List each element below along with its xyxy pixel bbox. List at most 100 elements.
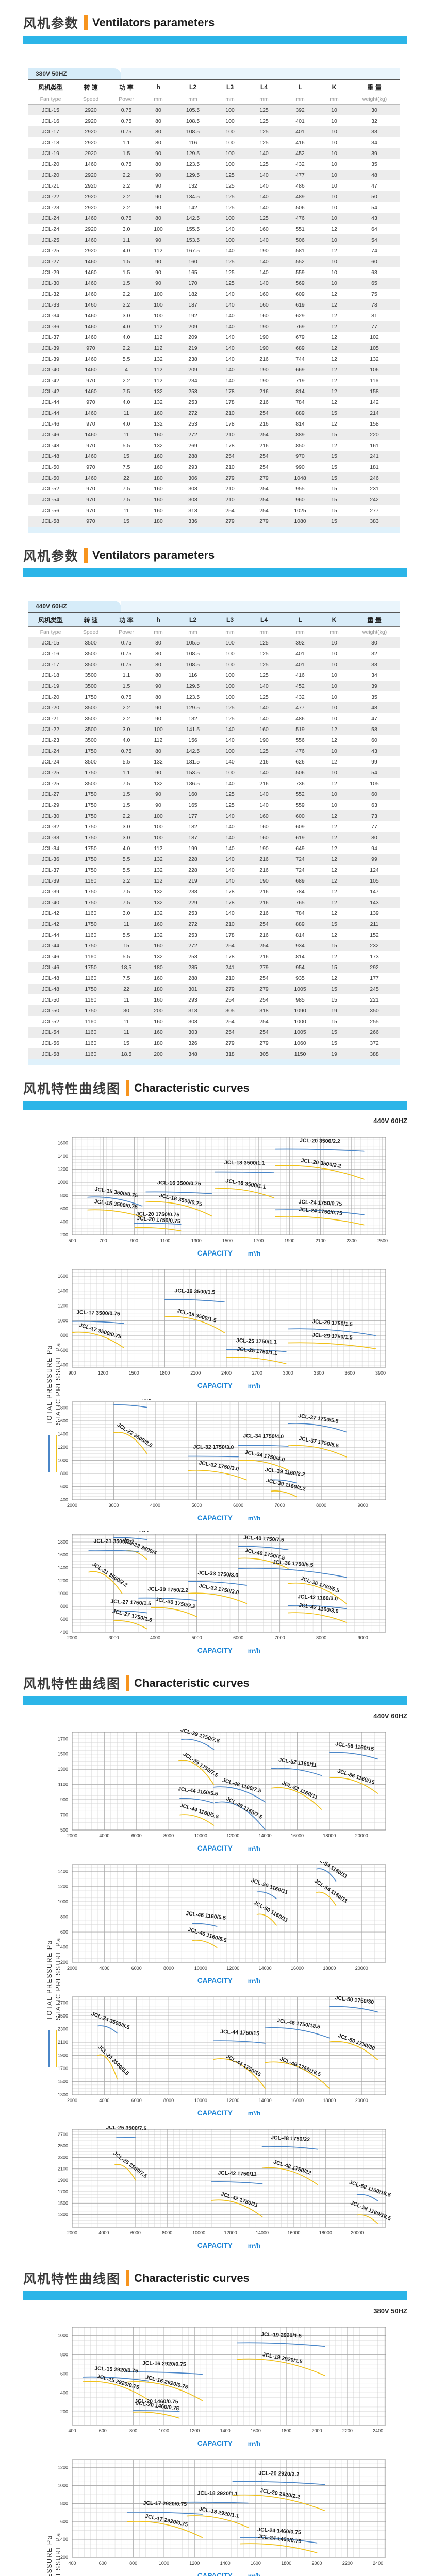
value-cell: 15 — [331, 453, 337, 460]
value-cell: 2.2 — [122, 182, 130, 189]
pressure-legend — [48, 2030, 57, 2067]
value-cell: 277 — [370, 507, 379, 514]
header-row-cn: 风机类型转 速功 率 h L2 L3 L4 L K 重 量 — [28, 79, 400, 94]
value-cell: 100 — [225, 236, 235, 243]
value-cell: 200 — [154, 1007, 163, 1014]
static-pressure-curve — [275, 1216, 365, 1226]
x-tick-label: 8000 — [163, 1965, 174, 1971]
curve-label: JCL-33 1750/3.0 — [197, 1570, 239, 1579]
table-row: JCL-44 1460 11 160 272 210 254 889 15 214 — [28, 408, 400, 418]
y-tick-label: 600 — [60, 2519, 68, 2524]
value-cell: 769 — [295, 323, 305, 330]
x-tick-label: 3600 — [344, 1370, 355, 1376]
characteristic-curve-chart: 200 400 600 800 1000 1200 1400 2000 4000 6000 8000… — [58, 1854, 386, 1985]
value-cell: 140 — [259, 683, 269, 689]
x-tick-label: 18000 — [323, 1965, 336, 1971]
value-cell: 125 — [259, 672, 269, 679]
value-cell: 30 — [123, 1007, 129, 1014]
value-cell: 155.5 — [186, 226, 200, 232]
section-title-cn: 风机参数 — [23, 16, 79, 31]
column-header: Speed — [73, 94, 109, 105]
value-cell: 216 — [259, 780, 269, 787]
static-pressure-curve — [261, 2167, 318, 2185]
value-cell: 216 — [259, 856, 269, 862]
value-cell: 1160 — [85, 953, 97, 960]
value-cell: 65 — [371, 280, 377, 286]
value-cell: 10 — [331, 704, 337, 711]
value-cell: 100 — [154, 726, 163, 733]
x-tick-label: 12000 — [224, 2230, 237, 2235]
value-cell: 985 — [295, 996, 305, 1003]
y-tick-label: 1600 — [58, 1274, 68, 1279]
value-cell: 4.0 — [122, 399, 130, 405]
value-cell: 112 — [154, 323, 163, 330]
value-cell: 970 — [86, 485, 95, 492]
value-cell: 216 — [259, 355, 269, 362]
value-cell: 112 — [154, 877, 163, 884]
value-cell: 140 — [259, 269, 269, 276]
voltage-tab: 380V 50HZ — [28, 68, 121, 79]
total-pressure-curve — [213, 1786, 266, 1803]
table-row: JCL-46 1160 5.5 132 253 178 216 814 12 173 — [28, 951, 400, 962]
y-tick-label: 1300 — [58, 1767, 68, 1772]
value-cell: 10 — [331, 182, 337, 189]
total-pressure-curve — [188, 1455, 239, 1458]
value-cell: 80 — [371, 834, 377, 841]
value-cell: 12 — [331, 366, 337, 373]
curve-label: JCL-42 1750/11 — [218, 2170, 257, 2177]
cyan-accent-bar — [23, 2291, 407, 2300]
total-pressure-curve — [192, 1923, 218, 1927]
value-cell: 990 — [295, 464, 305, 470]
value-cell: 106 — [370, 366, 379, 373]
total-pressure-curve — [211, 2181, 263, 2184]
x-tick-label: 4000 — [98, 2230, 109, 2235]
value-cell: 1460 — [85, 388, 97, 395]
fan-type-cell: JCL-39 — [42, 888, 59, 895]
value-cell: 12 — [331, 780, 337, 787]
value-cell: 0.75 — [121, 117, 132, 124]
value-cell: 100 — [225, 639, 235, 646]
table-row: JCL-54 1160 11 160 303 254 254 1005 15 266 — [28, 1027, 400, 1038]
x-tick-label: 12000 — [226, 1965, 239, 1971]
value-cell: 1.5 — [122, 280, 130, 286]
value-cell: 1460 — [85, 236, 97, 243]
x-tick-label: 1100 — [160, 1238, 170, 1243]
value-cell: 1750 — [85, 791, 97, 798]
value-cell: 12 — [331, 888, 337, 895]
value-cell: 63 — [371, 802, 377, 808]
table-row: JCL-27 1460 1.5 90 160 125 140 552 10 60 — [28, 256, 400, 267]
x-tick-label: 1600 — [251, 2428, 261, 2433]
total-pressure-curve — [271, 1479, 297, 1484]
total-pressure-legend-line — [48, 2030, 50, 2067]
value-cell: 170 — [188, 280, 197, 286]
value-cell: 348 — [188, 1050, 197, 1057]
pressure-axis-label: TOTAL PRESSURE Pa STATIC PRESSURE Pa — [45, 1342, 63, 1425]
value-cell: 11 — [123, 996, 129, 1003]
value-cell: 1460 — [85, 334, 97, 341]
fan-type-cell: JCL-19 — [42, 150, 59, 157]
x-tick-label: 2000 — [312, 2428, 322, 2433]
value-cell: 272 — [188, 410, 197, 416]
value-cell: 401 — [295, 117, 305, 124]
y-tick-label: 800 — [60, 1471, 68, 1476]
plot-border — [72, 1996, 386, 2095]
x-tick-label: 1400 — [220, 2428, 231, 2433]
value-cell: 784 — [295, 910, 305, 917]
x-tick-label: 6000 — [130, 2230, 141, 2235]
table-row: JCL-15 3500 0.75 80 105.5 100 125 392 10 30 — [28, 637, 400, 648]
value-cell: 12 — [331, 420, 337, 427]
value-cell: 78 — [371, 301, 377, 308]
static-pressure-curve — [135, 1227, 182, 1231]
value-cell: 100 — [225, 161, 235, 167]
value-cell: 140 — [259, 704, 269, 711]
value-cell: 724 — [295, 856, 305, 862]
value-cell: 476 — [295, 748, 305, 754]
value-cell: 132 — [154, 388, 163, 395]
column-header: L2 — [173, 612, 213, 627]
value-cell: 80 — [155, 661, 161, 668]
x-tick-label: 4000 — [99, 1833, 109, 1838]
y-tick-label: 1300 — [58, 2212, 68, 2217]
x-tick-label: 20000 — [351, 2230, 364, 2235]
value-cell: 254 — [259, 921, 269, 927]
